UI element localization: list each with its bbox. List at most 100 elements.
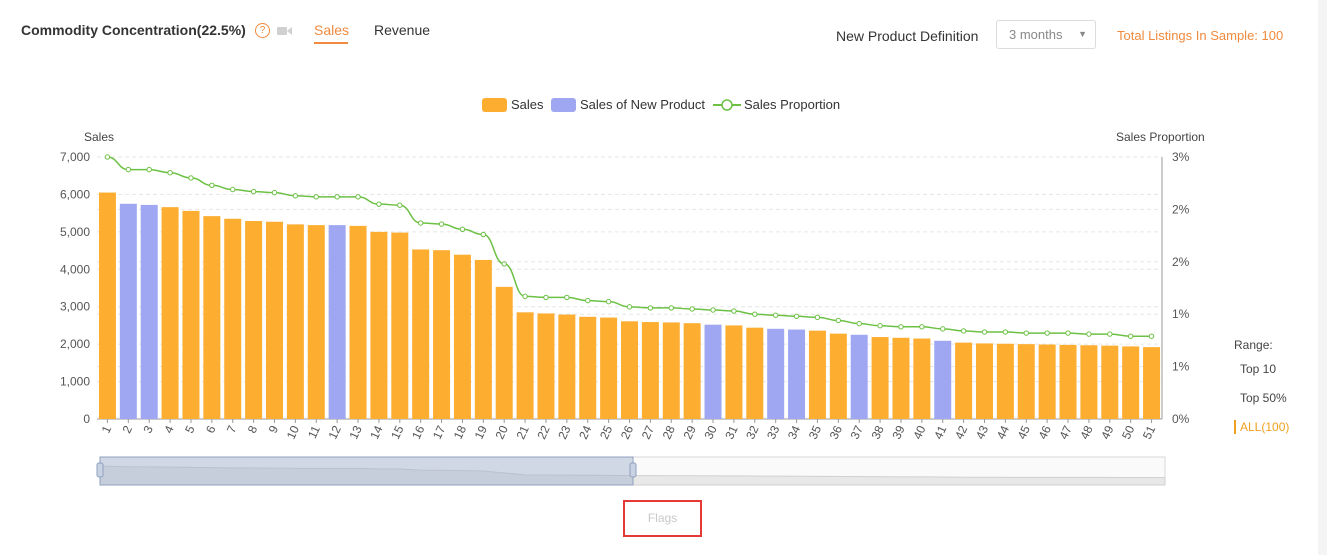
zoom-slider-preview — [99, 465, 1166, 486]
proportion-point — [417, 220, 424, 226]
x-tick-label: 14 — [367, 423, 385, 441]
x-tick-label: 39 — [889, 423, 907, 441]
x-tick-label: 5 — [182, 423, 198, 435]
proportion-point — [940, 326, 946, 332]
proportion-point — [543, 294, 549, 301]
caret-down-icon: ▼ — [1078, 29, 1087, 39]
proportion-point — [1023, 330, 1029, 336]
x-tick-label: 27 — [639, 423, 657, 441]
proportion-point — [668, 305, 674, 311]
proportion-point — [355, 194, 361, 200]
proportion-point — [981, 329, 988, 335]
x-tick-label: 13 — [346, 423, 364, 441]
range-option-all[interactable]: ALL(100) — [1234, 420, 1289, 434]
x-tick-label: 32 — [743, 423, 761, 441]
proportion-point — [334, 194, 340, 200]
x-tick-label: 45 — [1015, 423, 1033, 441]
select-value: 3 months — [1009, 27, 1063, 42]
y-tick-label: 5,000 — [60, 225, 90, 239]
bar-sales — [98, 192, 116, 419]
zoom-handle-right[interactable] — [629, 462, 637, 478]
x-tick-label: 38 — [868, 423, 886, 441]
proportion-point — [459, 226, 466, 233]
new-product-definition-select[interactable]: 3 months ▼ — [996, 20, 1096, 49]
proportion-point — [167, 170, 173, 176]
video-icon[interactable] — [277, 26, 292, 36]
bar-new-product — [934, 340, 952, 419]
x-tick-label: 12 — [326, 423, 344, 441]
bar-sales — [266, 221, 283, 419]
x-tick-label: 25 — [597, 423, 615, 441]
legend-line-icon — [713, 99, 741, 111]
bar-sales — [391, 232, 409, 419]
x-tick-label: 42 — [952, 423, 970, 441]
bar-sales — [621, 321, 638, 419]
tab-revenue[interactable]: Revenue — [374, 22, 431, 38]
proportion-point — [376, 201, 382, 207]
y-axis-left-title: Sales — [84, 130, 115, 144]
bar-new-product — [850, 334, 868, 419]
bar-sales — [245, 221, 263, 419]
x-tick-label: 2 — [120, 423, 136, 435]
bar-sales — [683, 323, 701, 419]
x-tick-label: 21 — [513, 423, 531, 441]
bar-sales — [808, 330, 826, 419]
x-tick-label: 24 — [576, 423, 594, 441]
bar-sales — [1080, 345, 1098, 419]
y-right-tick-label: 0% — [1172, 412, 1190, 426]
x-tick-label: 34 — [785, 423, 803, 441]
proportion-point — [793, 313, 800, 319]
y-tick-label: 6,000 — [60, 187, 90, 201]
bar-sales — [725, 325, 743, 419]
zoom-handle-left[interactable] — [96, 462, 104, 478]
proportion-point — [731, 308, 737, 314]
bar-sales — [1143, 347, 1161, 419]
x-tick-label: 33 — [764, 423, 782, 441]
bar-sales — [1017, 344, 1035, 419]
range-option-top10[interactable]: Top 10 — [1240, 362, 1277, 376]
bar-new-product — [767, 328, 785, 419]
help-icon[interactable]: ? — [255, 23, 270, 38]
bar-sales — [1101, 345, 1119, 419]
active-tab-underline — [314, 42, 348, 44]
proportion-point — [438, 221, 445, 227]
legend-swatch-new-product — [551, 98, 576, 112]
x-tick-label: 30 — [701, 423, 719, 441]
y-tick-label: 7,000 — [60, 150, 90, 164]
y-tick-label: 0 — [83, 412, 90, 426]
bar-new-product — [788, 329, 806, 419]
x-tick-label: 15 — [388, 423, 406, 441]
x-tick-label: 17 — [430, 423, 448, 441]
tab-sales[interactable]: Sales — [314, 22, 350, 38]
bar-sales — [1038, 344, 1056, 419]
bar-sales — [516, 312, 534, 419]
bar-sales — [307, 225, 325, 419]
y-right-tick-label: 1% — [1172, 307, 1190, 321]
bar-sales — [746, 327, 764, 419]
x-tick-label: 35 — [806, 423, 824, 441]
bar-sales — [600, 317, 618, 419]
bar-sales — [412, 249, 430, 419]
proportion-point — [1065, 330, 1071, 336]
x-tick-label: 18 — [451, 423, 469, 441]
y-tick-label: 1,000 — [60, 375, 90, 389]
x-tick-label: 36 — [827, 423, 845, 441]
bar-sales — [996, 343, 1014, 419]
bar-sales — [1122, 346, 1140, 419]
flags-button[interactable]: Flags — [623, 500, 702, 537]
page-scrollbar[interactable] — [1318, 0, 1327, 555]
proportion-point — [104, 154, 111, 160]
proportion-point — [605, 298, 612, 305]
proportion-point — [626, 304, 633, 310]
x-tick-label: 9 — [266, 423, 282, 435]
bar-sales — [433, 250, 451, 419]
y-right-tick-label: 2% — [1172, 255, 1190, 269]
x-tick-label: 1 — [99, 423, 115, 435]
range-option-top50[interactable]: Top 50% — [1240, 391, 1287, 405]
y-tick-label: 2,000 — [60, 337, 90, 351]
proportion-point — [919, 324, 925, 330]
bar-sales — [579, 316, 597, 419]
bar-new-product — [704, 324, 722, 419]
bar-sales — [662, 322, 680, 419]
